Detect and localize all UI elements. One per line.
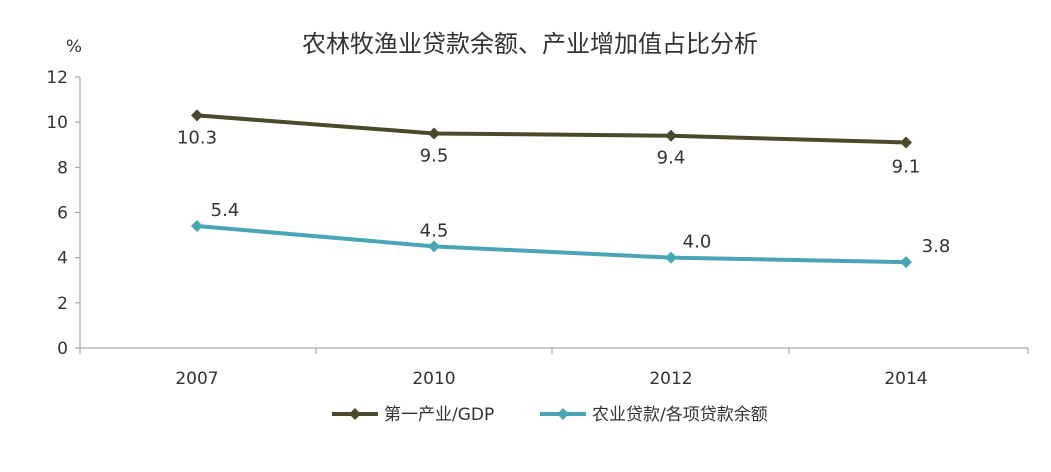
y-tick-label: 8 [57, 158, 68, 178]
data-label: 9.4 [657, 148, 686, 169]
x-ticks: 2007 2010 2012 2014 [79, 348, 1029, 389]
x-tick-label: 2014 [884, 369, 927, 389]
legend-marker [349, 408, 361, 420]
data-label: 4.5 [420, 220, 449, 241]
data-label: 5.4 [211, 200, 240, 221]
data-label: 10.3 [177, 127, 217, 148]
y-ticks: 0 2 4 6 8 10 12 [46, 68, 80, 359]
y-tick-label: 6 [57, 204, 68, 224]
y-axis-unit: % [66, 37, 82, 57]
series-line [195, 113, 908, 145]
series-layer: 10.3 9.5 9.4 9.1 5.4 4.5 4.0 3.8 [177, 109, 951, 269]
chart-title: 农林牧渔业贷款余额、产业增加值占比分析 [302, 30, 758, 58]
y-tick-label: 12 [46, 68, 68, 88]
y-tick-label: 2 [57, 294, 68, 314]
x-tick-label: 2007 [175, 369, 218, 389]
legend: 第一产业/GDP 农业贷款/各项贷款余额 [332, 405, 768, 425]
data-point-marker [665, 129, 677, 142]
data-point-marker [900, 136, 912, 149]
y-tick-label: 4 [57, 249, 68, 269]
legend-label: 农业贷款/各项贷款余额 [592, 405, 768, 425]
data-label: 3.8 [922, 236, 951, 257]
x-tick-label: 2012 [649, 369, 692, 389]
data-label: 4.0 [683, 232, 712, 253]
data-label: 9.5 [420, 145, 449, 166]
data-point-marker [191, 220, 203, 233]
legend-item: 农业贷款/各项贷款余额 [540, 405, 768, 425]
y-tick-label: 0 [57, 339, 68, 359]
data-point-marker [900, 256, 912, 269]
data-point-marker [191, 109, 203, 122]
y-tick-label: 10 [46, 113, 68, 133]
data-point-marker [428, 127, 440, 140]
data-point-marker [665, 251, 677, 264]
data-label: 9.1 [892, 156, 921, 177]
legend-item: 第一产业/GDP [332, 405, 494, 425]
legend-label: 第一产业/GDP [384, 405, 494, 425]
data-point-marker [428, 240, 440, 253]
x-tick-label: 2010 [412, 369, 455, 389]
legend-marker [557, 408, 569, 420]
series-line [195, 224, 908, 265]
